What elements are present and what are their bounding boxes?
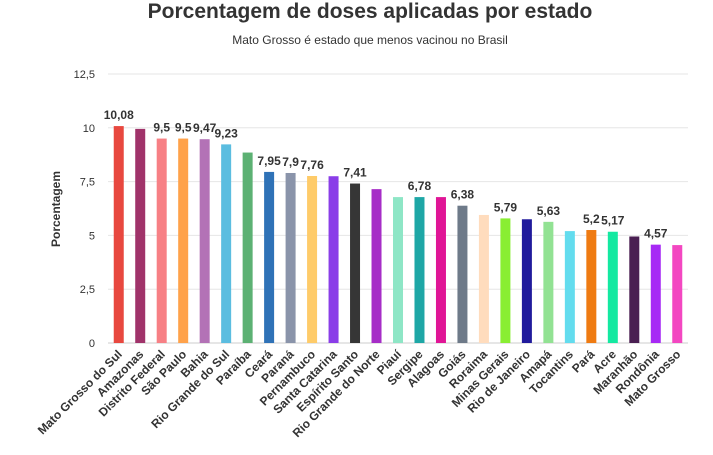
data-label: 5,79 [494, 200, 518, 214]
bar[interactable] [178, 138, 189, 343]
bar[interactable] [393, 197, 403, 343]
bar[interactable] [629, 236, 640, 343]
bar[interactable] [650, 244, 661, 343]
bar[interactable] [350, 183, 361, 343]
bar[interactable] [285, 172, 296, 343]
bar[interactable] [242, 152, 253, 343]
data-label: 9,5 [175, 121, 192, 135]
bars [113, 126, 683, 343]
bar[interactable] [564, 231, 575, 343]
bar[interactable] [156, 138, 167, 343]
bar[interactable] [500, 218, 511, 343]
data-label: 9,5 [153, 121, 170, 135]
data-label: 5,2 [583, 212, 600, 226]
y-tick-label: 12,5 [74, 69, 95, 81]
data-labels: 10,089,5 9,5 9,479,237,95 7,9 7,767,416,786,… [104, 108, 668, 241]
bar[interactable] [672, 245, 683, 343]
bar[interactable] [478, 214, 489, 343]
bar[interactable] [113, 126, 124, 343]
data-label: 4,57 [644, 227, 668, 241]
data-label: 6,38 [451, 188, 475, 202]
y-axis-ticks: 0 2,5 5 7,5 10 12,5 [74, 69, 95, 350]
bar[interactable] [328, 176, 339, 343]
data-label: 10,08 [104, 108, 134, 122]
x-tick-label: Mato Grosso do Sul [35, 347, 125, 437]
data-label: 5,63 [537, 204, 561, 218]
data-label: 5,17 [601, 214, 625, 228]
x-tick-label: Pará [569, 347, 598, 376]
bar[interactable] [264, 171, 275, 343]
bar[interactable] [221, 144, 232, 343]
bar[interactable] [307, 176, 318, 343]
bar[interactable] [371, 189, 382, 343]
bar[interactable] [135, 128, 146, 343]
y-tick-label: 10 [83, 123, 95, 135]
y-tick-label: 2,5 [80, 284, 95, 296]
data-label: 7,9 [282, 155, 299, 169]
y-tick-label: 5 [89, 230, 95, 242]
chart-subtitle: Mato Grosso é estado que menos vacinou n… [232, 33, 507, 47]
data-label: 6,78 [408, 179, 432, 193]
bar[interactable] [435, 197, 446, 343]
bar[interactable] [457, 205, 468, 343]
bar[interactable] [414, 197, 425, 343]
bar[interactable] [199, 139, 210, 343]
bar[interactable] [607, 231, 618, 343]
data-label: 7,76 [300, 158, 324, 172]
bar[interactable] [543, 221, 554, 343]
data-label: 9,47 [193, 121, 217, 135]
bar[interactable] [521, 219, 532, 343]
y-tick-label: 0 [89, 338, 95, 350]
data-label: 7,41 [343, 166, 367, 180]
bar[interactable] [586, 230, 597, 343]
y-tick-label: 7,5 [80, 177, 95, 189]
data-label: 7,95 [257, 154, 281, 168]
data-label: 9,23 [214, 126, 238, 140]
y-axis-label: Porcentagem [49, 171, 63, 247]
chart-title: Porcentagem de doses aplicadas por estad… [148, 0, 593, 23]
